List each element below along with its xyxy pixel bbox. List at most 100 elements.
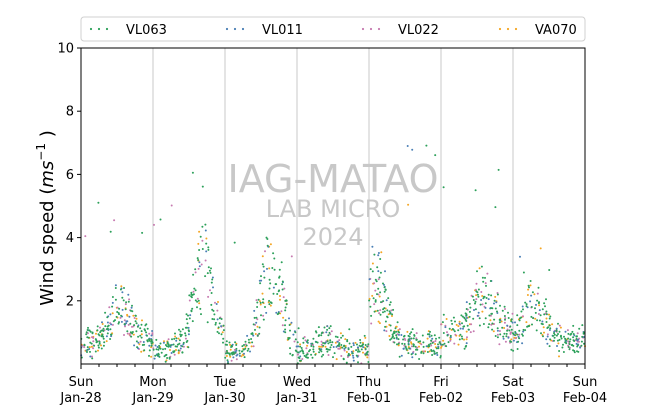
y-tick-label: 2 <box>66 294 74 309</box>
point-vl063 <box>403 343 406 345</box>
point-va070 <box>259 303 262 306</box>
point-vl063 <box>359 345 362 348</box>
point-vl063 <box>560 337 563 340</box>
point-vl063 <box>478 317 481 320</box>
point-vl063 <box>320 355 323 358</box>
point-vl063 <box>580 340 583 343</box>
point-va070 <box>339 332 342 335</box>
point-vl063 <box>187 314 189 317</box>
point-vl063 <box>568 348 571 351</box>
point-vl063 <box>150 344 153 347</box>
point-vl063 <box>125 301 128 304</box>
point-va070 <box>141 319 143 322</box>
point-vl022 <box>139 340 142 343</box>
point-vl063 <box>198 249 201 251</box>
point-vl063 <box>522 308 524 311</box>
point-va070 <box>364 336 367 339</box>
point-vl063 <box>384 320 387 323</box>
point-va070 <box>95 332 97 335</box>
point-vl063 <box>225 349 228 352</box>
point-vl063 <box>414 353 417 356</box>
point-vl063 <box>573 340 576 342</box>
point-vl063 <box>564 337 567 340</box>
point-vl063 <box>580 344 583 347</box>
point-vl063 <box>457 329 460 332</box>
point-vl063 <box>524 329 527 332</box>
point-vl063 <box>581 324 584 327</box>
point-vl011 <box>406 145 409 147</box>
point-va070 <box>503 327 506 329</box>
point-vl063 <box>258 326 261 329</box>
point-vl063 <box>435 337 437 340</box>
point-vl063 <box>227 352 229 355</box>
point-vl063 <box>148 349 151 352</box>
point-va070 <box>378 322 381 325</box>
point-va070 <box>344 338 347 341</box>
x-grid-lines <box>152 48 514 364</box>
x-tick-label-day: Fri <box>433 375 449 390</box>
point-vl022 <box>470 323 473 326</box>
point-vl063 <box>347 348 350 351</box>
point-vl063 <box>530 306 533 308</box>
point-vl063 <box>141 231 144 234</box>
point-vl063 <box>577 350 580 353</box>
point-vl011 <box>249 350 251 353</box>
point-va070 <box>221 331 224 334</box>
point-vl063 <box>191 307 194 310</box>
point-vl063 <box>366 350 369 353</box>
watermark-line-3: 2024 <box>302 223 363 251</box>
point-vl063 <box>350 345 353 348</box>
point-vl063 <box>562 351 565 353</box>
point-vl063 <box>201 185 204 188</box>
point-vl063 <box>355 349 358 352</box>
point-vl063 <box>496 336 499 339</box>
point-vl063 <box>251 341 254 344</box>
point-vl063 <box>317 326 320 329</box>
point-vl063 <box>187 329 190 332</box>
point-va070 <box>455 323 458 326</box>
point-vl063 <box>418 358 421 360</box>
point-vl063 <box>311 356 314 359</box>
point-vl063 <box>300 347 303 349</box>
point-vl063 <box>343 344 346 347</box>
point-vl063 <box>162 348 164 351</box>
point-vl063 <box>431 354 434 356</box>
point-vl063 <box>420 351 423 354</box>
point-vl063 <box>168 345 170 347</box>
point-vl063 <box>210 303 213 306</box>
point-vl063 <box>299 345 302 348</box>
point-vl011 <box>428 335 431 338</box>
point-vl063 <box>388 303 391 306</box>
point-vl022 <box>446 331 448 334</box>
point-vl063 <box>281 280 284 283</box>
point-vl063 <box>479 303 482 306</box>
x-tick-label-day: Tue <box>213 375 236 390</box>
point-vl022 <box>108 306 111 309</box>
point-va070 <box>457 343 460 346</box>
point-vl063 <box>351 352 354 355</box>
point-vl063 <box>437 343 439 346</box>
point-vl063 <box>548 345 551 348</box>
point-vl063 <box>548 317 551 320</box>
point-vl063 <box>425 144 428 147</box>
point-vl063 <box>281 283 284 286</box>
point-vl063 <box>171 338 173 341</box>
point-vl063 <box>261 263 264 266</box>
point-vl011 <box>89 355 92 358</box>
y-tick-label: 8 <box>66 105 74 120</box>
point-vl063 <box>474 308 477 311</box>
point-vl063 <box>493 318 496 321</box>
point-vl063 <box>179 330 182 333</box>
point-vl063 <box>541 323 544 326</box>
point-va070 <box>174 335 177 338</box>
point-vl063 <box>204 275 207 278</box>
point-vl063 <box>571 330 574 333</box>
legend-label: VA070 <box>535 23 577 38</box>
point-vl063 <box>134 320 137 323</box>
legend-marker <box>377 27 381 31</box>
point-vl063 <box>117 322 120 325</box>
point-vl022 <box>281 324 284 327</box>
point-vl011 <box>564 330 567 333</box>
legend-marker <box>105 27 109 31</box>
point-vl063 <box>395 334 398 337</box>
